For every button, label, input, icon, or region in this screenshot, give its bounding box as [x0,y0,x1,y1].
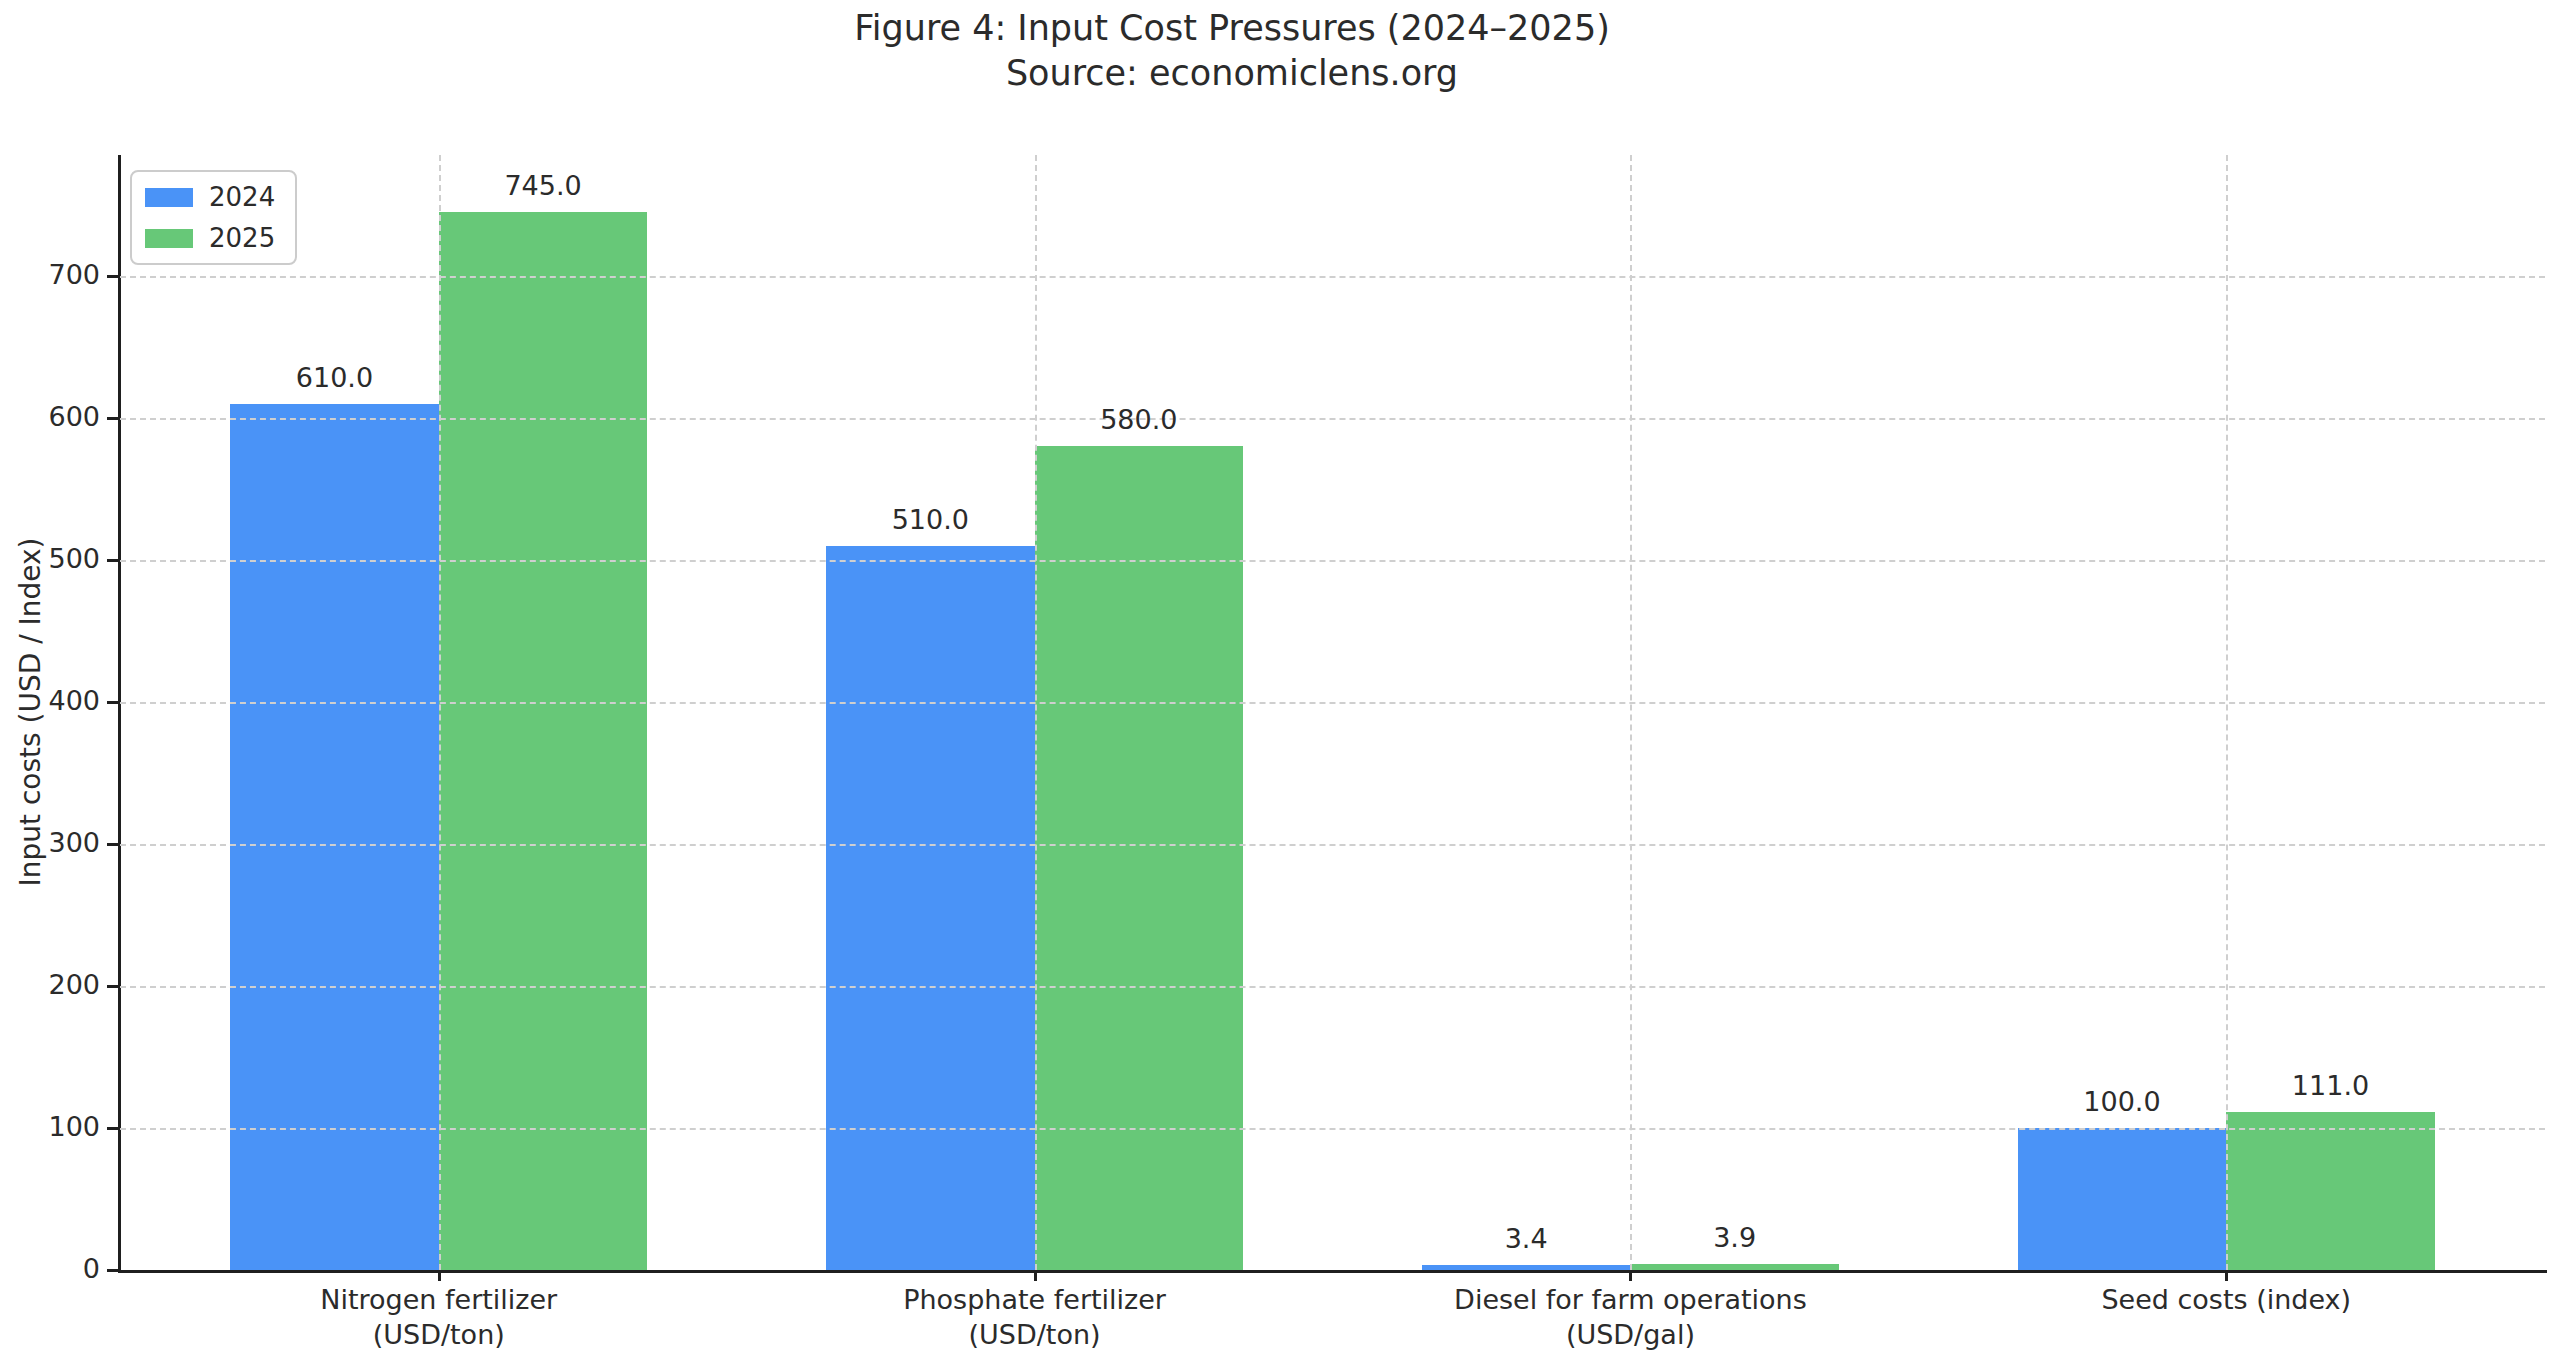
x-tick-label-line: Phosphate fertilizer [903,1282,1166,1317]
legend-item-2024: 2024 [145,182,275,212]
y-axis-title: Input costs (USD / Index) [14,538,47,887]
bar-2024-cat3 [2018,1128,2227,1270]
chart-subtitle: Source: economiclens.org [0,51,2464,96]
h-gridline-600 [120,418,2545,420]
h-gridline-700 [120,276,2545,278]
x-tick-label-line: Nitrogen fertilizer [320,1282,557,1317]
y-tick-mark [107,985,118,988]
v-gridline-cat1 [1035,155,1037,1270]
h-gridline-100 [120,1128,2545,1130]
y-tick-mark [107,417,118,420]
legend-item-2025: 2025 [145,223,275,253]
bar-value-label: 610.0 [296,362,373,393]
y-tick-label: 600 [0,401,100,432]
x-tick-label-line: (USD/ton) [903,1317,1166,1352]
h-gridline-200 [120,986,2545,988]
legend-label: 2024 [209,182,275,212]
legend: 2024 2025 [130,170,297,265]
chart-title-block: Figure 4: Input Cost Pressures (2024–202… [0,6,2464,96]
chart-title: Figure 4: Input Cost Pressures (2024–202… [0,6,2464,51]
bar-value-label: 510.0 [892,504,969,535]
plot-area: 2024 2025 610.0 510.0 3.4 100.0 745.0 580.0 3.9… [120,155,2545,1270]
legend-label: 2025 [209,223,275,253]
v-gridline-cat0 [439,155,441,1270]
y-axis-spine [118,155,121,1273]
x-tick-label: Diesel for farm operations(USD/gal) [1454,1282,1807,1352]
v-gridline-cat3 [2226,155,2228,1270]
y-tick-label: 100 [0,1111,100,1142]
bar-value-label: 745.0 [504,170,581,201]
bar-value-label: 111.0 [2292,1070,2369,1101]
y-tick-mark [107,559,118,562]
bar-value-label: 100.0 [2083,1086,2160,1117]
v-gridline-cat2 [1630,155,1632,1270]
y-tick-mark [107,1269,118,1272]
x-tick-label-line: Diesel for farm operations [1454,1282,1807,1317]
legend-swatch-2024 [145,188,193,207]
y-tick-label: 200 [0,969,100,1000]
y-tick-label: 700 [0,259,100,290]
x-tick-label: Seed costs (index) [2101,1282,2351,1317]
x-tick-label: Nitrogen fertilizer(USD/ton) [320,1282,557,1352]
y-tick-label: 0 [0,1253,100,1284]
bar-value-label: 3.9 [1713,1222,1756,1253]
x-tick-label-line: Seed costs (index) [2101,1282,2351,1317]
y-tick-mark [107,1127,118,1130]
x-tick-label: Phosphate fertilizer(USD/ton) [903,1282,1166,1352]
bar-value-label: 580.0 [1100,404,1177,435]
bar-2025-cat0 [439,212,648,1270]
bar-2025-cat3 [2226,1112,2435,1270]
y-tick-mark [107,843,118,846]
bar-2024-cat0 [230,404,439,1270]
x-tick-label-line: (USD/gal) [1454,1317,1807,1352]
bar-2025-cat1 [1035,446,1244,1270]
bar-value-label: 3.4 [1505,1223,1548,1254]
y-tick-mark [107,275,118,278]
legend-swatch-2025 [145,229,193,248]
h-gridline-500 [120,560,2545,562]
y-tick-mark [107,701,118,704]
bar-2024-cat1 [826,546,1035,1270]
h-gridline-400 [120,702,2545,704]
h-gridline-300 [120,844,2545,846]
x-axis-spine [118,1270,2547,1273]
x-tick-label-line: (USD/ton) [320,1317,557,1352]
chart-figure: Figure 4: Input Cost Pressures (2024–202… [0,0,2560,1357]
